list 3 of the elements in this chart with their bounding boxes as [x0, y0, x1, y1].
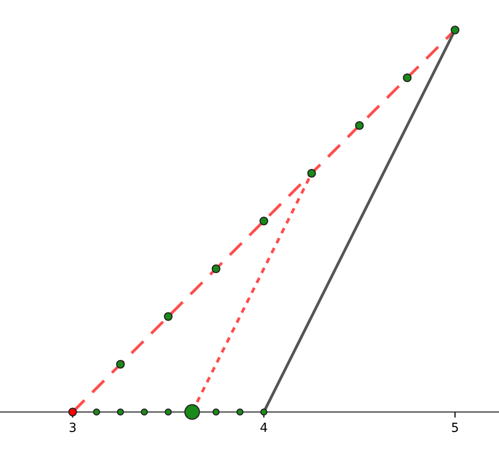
x-tick-label: 5 — [452, 422, 458, 432]
x-tick-label: 3 — [70, 422, 76, 432]
x-tick-label: 4 — [260, 422, 268, 432]
